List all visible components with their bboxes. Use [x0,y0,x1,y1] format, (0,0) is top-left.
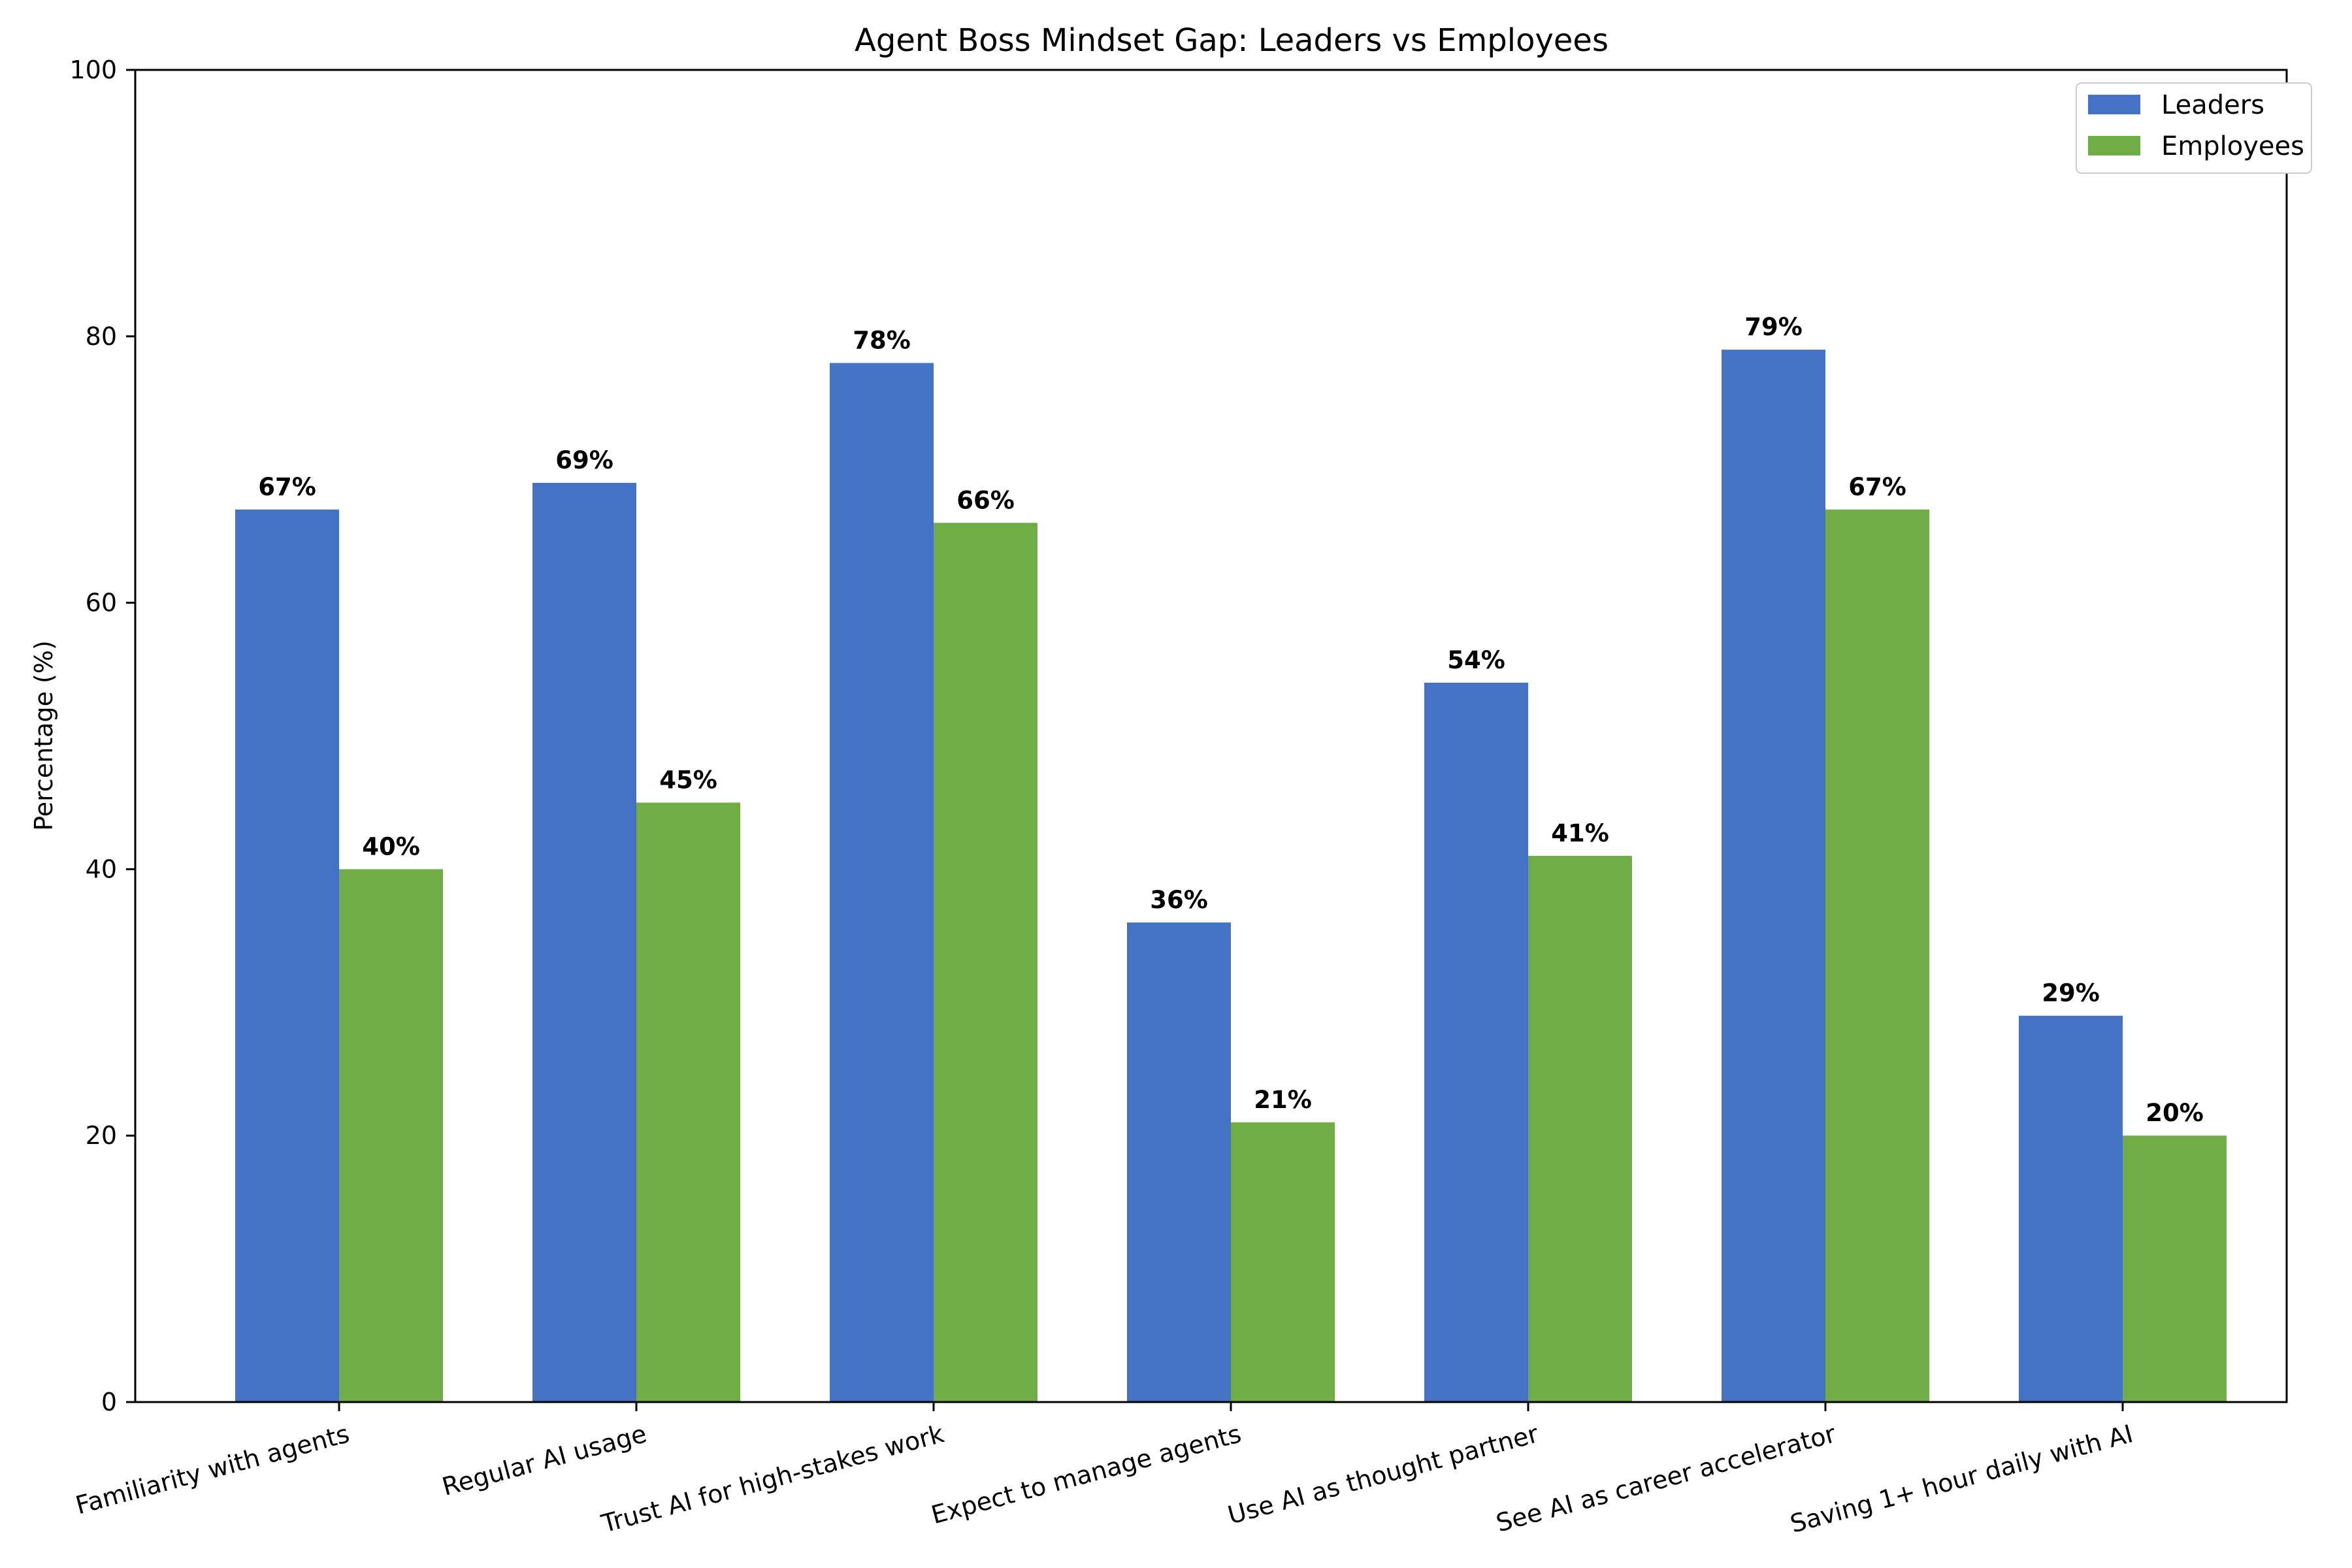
bar-leaders [1424,682,1528,1402]
y-tick-label: 40 [86,855,117,883]
legend-label-employees: Employees [2161,131,2304,161]
bar-value-label: 78% [853,327,911,355]
chart-title: Agent Boss Mindset Gap: Leaders vs Emplo… [855,22,1609,59]
bar-leaders [1127,922,1231,1402]
bar-value-label: 41% [1551,819,1609,847]
x-tick-label: See AI as career accelerator [1493,1419,1838,1537]
bar-employees [1231,1122,1335,1402]
bar-leaders [235,509,339,1402]
bar-employees [339,869,443,1402]
bar-value-label: 29% [2042,979,2100,1007]
bar-value-label: 20% [2146,1099,2204,1127]
x-tick-label: Expect to manage agents [928,1419,1245,1529]
y-tick-label: 20 [86,1121,117,1150]
bar-value-label: 67% [258,473,316,501]
bar-employees [1825,509,1929,1402]
legend-label-leaders: Leaders [2161,90,2264,120]
bar-value-label: 54% [1447,646,1505,674]
y-axis-label: Percentage (%) [29,640,58,831]
bar-value-label: 69% [555,446,613,474]
legend-swatch-employees [2088,136,2140,155]
bar-value-label: 66% [956,486,1015,514]
y-tick-label: 80 [86,322,117,351]
bar-value-label: 79% [1744,313,1803,341]
plot-area: 0 20 40 60 80 100 67% 40% Familiarity with agent… [69,56,2227,1539]
bar-value-label: 36% [1150,886,1208,914]
bar-employees [636,802,740,1402]
x-tick-label: Familiarity with agents [73,1419,352,1520]
bar-value-label: 21% [1254,1086,1312,1114]
y-tick-label: 60 [86,589,117,617]
bar-leaders [1722,350,1825,1403]
plot-frame [134,69,2288,1403]
bar-employees [934,523,1037,1402]
x-tick-label: Trust AI for high-stakes work [598,1419,947,1539]
bar-value-label: 40% [362,832,420,860]
y-tick-label: 0 [101,1388,117,1416]
legend: Leaders Employees [2076,82,2312,174]
bar-employees [2123,1135,2227,1402]
bar-employees [1528,856,1632,1402]
bar-value-label: 67% [1848,473,1906,501]
x-tick-label: Regular AI usage [439,1419,649,1501]
x-tick-label: Saving 1+ hour daily with AI [1787,1419,2136,1539]
y-tick-label: 100 [69,56,117,84]
bar-leaders [2019,1015,2123,1402]
bar-leaders [830,363,934,1402]
bar-value-label: 45% [659,766,717,794]
bar-leaders [532,483,636,1402]
legend-swatch-leaders [2088,95,2140,114]
